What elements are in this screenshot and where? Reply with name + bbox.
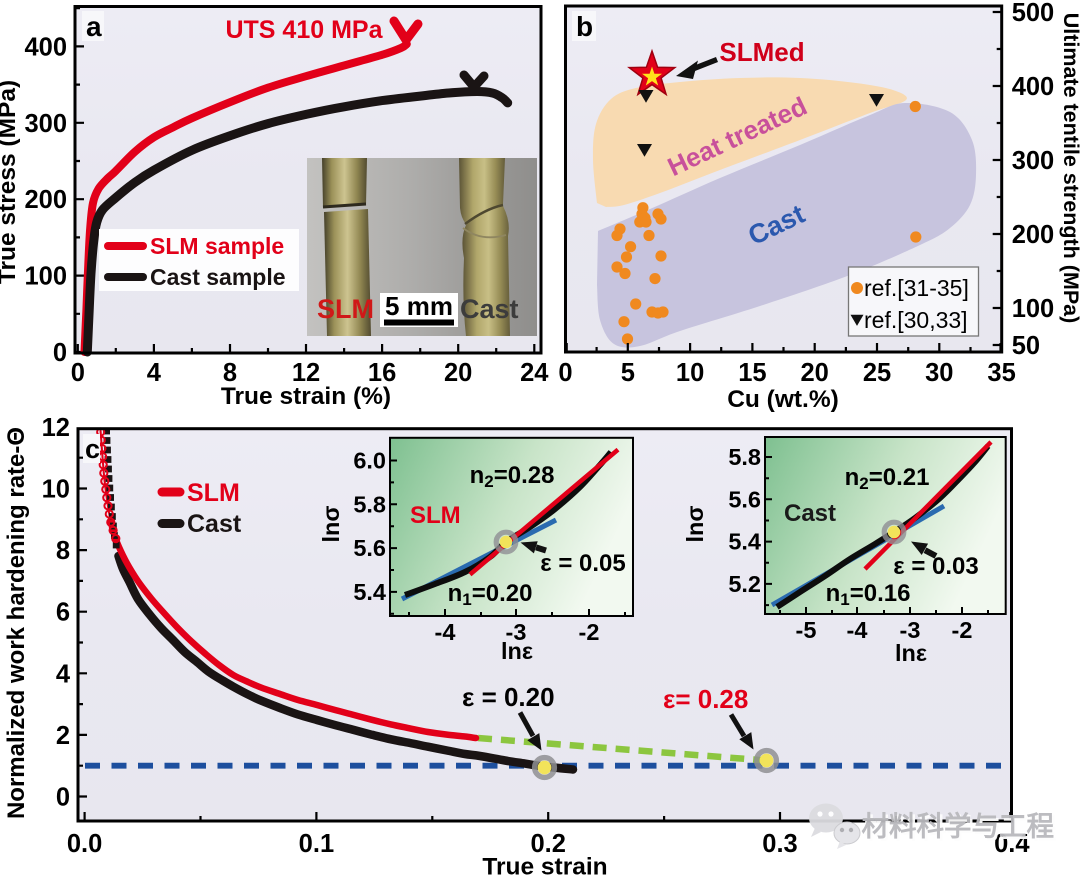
svg-text:-3: -3 xyxy=(900,617,921,643)
svg-text:lnε: lnε xyxy=(895,640,927,666)
svg-text:200: 200 xyxy=(24,186,67,214)
svg-text:20: 20 xyxy=(444,359,472,387)
svg-text:5.4: 5.4 xyxy=(728,529,761,555)
svg-text:-2: -2 xyxy=(952,617,973,643)
svg-text:Cast: Cast xyxy=(460,294,519,324)
svg-text:0.1: 0.1 xyxy=(299,830,334,858)
svg-text:12: 12 xyxy=(42,414,70,442)
svg-text:ε= 0.28: ε= 0.28 xyxy=(663,684,748,714)
svg-text:5 mm: 5 mm xyxy=(385,291,453,321)
svg-text:16: 16 xyxy=(368,359,396,387)
svg-text:lnσ: lnσ xyxy=(318,506,344,543)
svg-text:6.0: 6.0 xyxy=(353,448,386,474)
svg-text:50: 50 xyxy=(1012,332,1040,360)
svg-text:4: 4 xyxy=(56,660,71,688)
svg-text:10: 10 xyxy=(676,359,704,387)
svg-text:Cast: Cast xyxy=(187,510,242,538)
svg-text:5.6: 5.6 xyxy=(728,486,761,512)
svg-text:lnε: lnε xyxy=(501,638,533,664)
svg-text:Ultimate tentile strength (MPa: Ultimate tentile strength (MPa) xyxy=(1059,13,1080,324)
svg-text:0: 0 xyxy=(53,339,67,367)
svg-text:5.8: 5.8 xyxy=(353,491,386,517)
svg-text:True strain (%): True strain (%) xyxy=(221,383,391,410)
svg-text:100: 100 xyxy=(1012,295,1055,323)
svg-text:-2: -2 xyxy=(579,619,600,645)
svg-text:True strain: True strain xyxy=(482,854,607,876)
svg-text:b: b xyxy=(576,11,593,42)
svg-text:400: 400 xyxy=(1012,73,1055,101)
svg-text:0: 0 xyxy=(56,784,70,812)
svg-text:SLM: SLM xyxy=(317,294,374,324)
svg-text:5.6: 5.6 xyxy=(353,535,386,561)
svg-text:300: 300 xyxy=(24,110,67,138)
svg-text:ref.[31-35]: ref.[31-35] xyxy=(864,275,969,301)
svg-text:-4: -4 xyxy=(435,619,456,645)
svg-text:15: 15 xyxy=(738,359,766,387)
svg-text:材料科学与工程: 材料科学与工程 xyxy=(864,813,1057,844)
svg-text:-4: -4 xyxy=(847,617,868,643)
svg-text:0.0: 0.0 xyxy=(67,830,102,858)
svg-text:30: 30 xyxy=(925,359,953,387)
svg-text:2: 2 xyxy=(56,722,70,750)
svg-text:300: 300 xyxy=(1012,147,1055,175)
svg-text:100: 100 xyxy=(24,263,67,291)
svg-text:n1=0.20: n1=0.20 xyxy=(448,580,533,609)
svg-text:5.8: 5.8 xyxy=(728,444,761,470)
svg-text:SLMed: SLMed xyxy=(719,37,804,67)
svg-text:UTS 410 MPa: UTS 410 MPa xyxy=(225,16,383,44)
svg-text:n1=0.16: n1=0.16 xyxy=(826,580,911,609)
svg-text:lnσ: lnσ xyxy=(682,506,708,543)
svg-text:500: 500 xyxy=(1012,0,1055,27)
svg-text:5: 5 xyxy=(621,359,635,387)
svg-text:ref.[30,33]: ref.[30,33] xyxy=(864,307,968,333)
svg-text:0: 0 xyxy=(558,359,572,387)
svg-text:12: 12 xyxy=(292,359,320,387)
svg-text:24: 24 xyxy=(520,359,549,387)
svg-text:0: 0 xyxy=(71,359,85,387)
svg-text:SLM: SLM xyxy=(187,479,240,507)
svg-text:0.4: 0.4 xyxy=(994,830,1030,858)
svg-text:-3: -3 xyxy=(506,619,527,645)
svg-text:10: 10 xyxy=(42,476,70,504)
svg-text:20: 20 xyxy=(801,359,829,387)
svg-text:c: c xyxy=(85,434,100,464)
svg-text:a: a xyxy=(86,11,102,42)
svg-text:Cast: Cast xyxy=(784,500,836,527)
svg-text:35: 35 xyxy=(987,359,1015,387)
svg-text:Cast sample: Cast sample xyxy=(150,264,286,290)
svg-text:ε = 0.20: ε = 0.20 xyxy=(462,682,555,712)
svg-text:200: 200 xyxy=(1012,221,1055,249)
svg-text:-5: -5 xyxy=(796,617,817,643)
svg-text:8: 8 xyxy=(223,359,237,387)
svg-text:材料科学与工程: 材料科学与工程 xyxy=(862,811,1055,842)
svg-text:25: 25 xyxy=(863,359,891,387)
svg-text:ε = 0.03: ε = 0.03 xyxy=(893,553,978,580)
svg-text:True stress (MPa): True stress (MPa) xyxy=(0,80,21,284)
svg-text:SLM sample: SLM sample xyxy=(150,233,284,259)
svg-text:Normalized work hardening rate: Normalized work hardening rate-Θ xyxy=(3,427,30,819)
svg-text:6: 6 xyxy=(56,599,70,627)
svg-text:0.2: 0.2 xyxy=(530,830,565,858)
svg-text:5.2: 5.2 xyxy=(728,571,761,597)
svg-text:SLM: SLM xyxy=(410,502,461,529)
svg-text:Cu (wt.%): Cu (wt.%) xyxy=(727,386,839,413)
svg-text:4: 4 xyxy=(147,359,162,387)
svg-text:n2=0.21: n2=0.21 xyxy=(845,464,930,493)
svg-text:400: 400 xyxy=(24,33,67,61)
svg-text:n2=0.28: n2=0.28 xyxy=(470,462,555,491)
svg-text:8: 8 xyxy=(56,537,70,565)
svg-text:0.3: 0.3 xyxy=(762,830,797,858)
svg-text:5.4: 5.4 xyxy=(353,579,386,605)
svg-text:ε = 0.05: ε = 0.05 xyxy=(540,550,625,577)
